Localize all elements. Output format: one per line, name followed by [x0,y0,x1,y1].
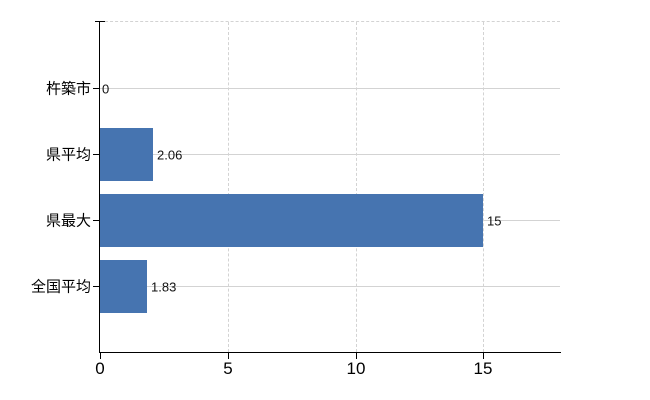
y-axis-tick [93,88,100,89]
category-label: 県最大 [45,212,91,230]
plot-area-top-border [100,21,560,22]
y-axis-tick [93,154,100,155]
bar [100,194,483,247]
y-axis-top-tick [95,21,105,22]
y-axis-tick [93,220,100,221]
x-tick-label: 15 [473,359,493,378]
vertical-gridline [483,22,484,352]
horizontal-gridline [100,88,560,89]
x-tick-label: 10 [346,359,366,378]
bar [100,128,153,181]
category-label: 杵築市 [45,80,91,98]
x-axis-tick [483,353,484,359]
horizontal-gridline [100,154,560,155]
value-label: 0 [102,81,110,97]
y-axis-tick [93,286,100,287]
value-label: 15 [487,213,502,229]
value-label: 1.83 [151,279,177,295]
x-axis-tick [228,353,229,359]
category-label: 県平均 [45,146,91,164]
bar [100,260,147,313]
x-axis-tick [100,353,101,359]
x-tick-label: 5 [223,359,233,378]
value-label: 2.06 [157,147,183,163]
x-axis [99,352,561,353]
x-axis-tick [356,353,357,359]
category-label: 全国平均 [30,278,91,296]
vertical-gridline [228,22,229,352]
vertical-gridline [356,22,357,352]
x-tick-label: 0 [95,359,105,378]
y-axis [99,21,100,352]
horizontal-gridline [100,286,560,287]
